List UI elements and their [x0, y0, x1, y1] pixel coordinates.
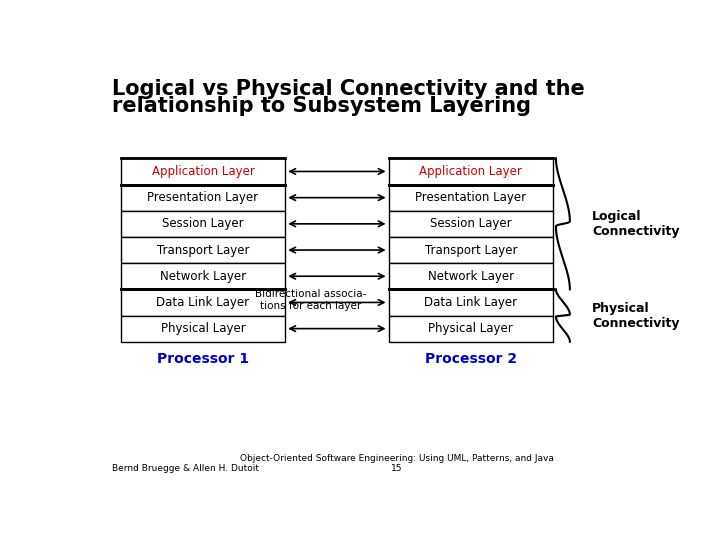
- Text: Object-Oriented Software Engineering: Using UML, Patterns, and Java
15: Object-Oriented Software Engineering: Us…: [240, 454, 554, 473]
- Text: Data Link Layer: Data Link Layer: [156, 296, 250, 309]
- Text: Logical vs Physical Connectivity and the: Logical vs Physical Connectivity and the: [112, 79, 585, 99]
- Bar: [389, 289, 553, 315]
- Bar: [389, 315, 553, 342]
- Bar: [121, 211, 285, 237]
- Bar: [389, 237, 553, 263]
- Text: relationship to Subsystem Layering: relationship to Subsystem Layering: [112, 96, 531, 116]
- Bar: [121, 158, 285, 185]
- Text: Application Layer: Application Layer: [419, 165, 522, 178]
- Bar: [121, 289, 285, 315]
- Bar: [121, 237, 285, 263]
- Text: Bidirectional associa-
tions for each layer: Bidirectional associa- tions for each la…: [255, 289, 366, 310]
- Bar: [389, 158, 553, 185]
- Text: Transport Layer: Transport Layer: [157, 244, 249, 256]
- Text: Session Layer: Session Layer: [162, 217, 244, 231]
- Text: Processor 2: Processor 2: [425, 352, 517, 366]
- Text: Presentation Layer: Presentation Layer: [148, 191, 258, 204]
- Text: Logical
Connectivity: Logical Connectivity: [593, 210, 680, 238]
- Text: Data Link Layer: Data Link Layer: [424, 296, 518, 309]
- Text: Network Layer: Network Layer: [160, 270, 246, 283]
- Bar: [121, 315, 285, 342]
- Bar: [389, 263, 553, 289]
- Bar: [389, 211, 553, 237]
- Bar: [389, 185, 553, 211]
- Text: Session Layer: Session Layer: [430, 217, 512, 231]
- Text: Physical
Connectivity: Physical Connectivity: [593, 301, 680, 329]
- Text: Physical Layer: Physical Layer: [161, 322, 246, 335]
- Text: Processor 1: Processor 1: [157, 352, 249, 366]
- Text: Bernd Bruegge & Allen H. Dutoit: Bernd Bruegge & Allen H. Dutoit: [112, 464, 259, 473]
- Bar: [121, 185, 285, 211]
- Text: Network Layer: Network Layer: [428, 270, 514, 283]
- Bar: [121, 263, 285, 289]
- Text: Transport Layer: Transport Layer: [425, 244, 517, 256]
- Text: Application Layer: Application Layer: [151, 165, 254, 178]
- Text: Presentation Layer: Presentation Layer: [415, 191, 526, 204]
- Text: Physical Layer: Physical Layer: [428, 322, 513, 335]
